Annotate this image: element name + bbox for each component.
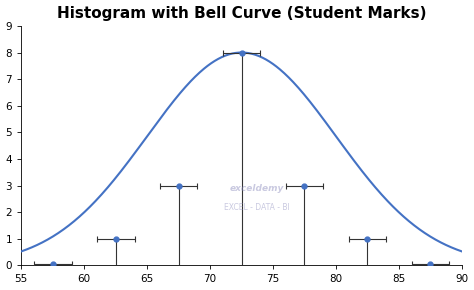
- Title: Histogram with Bell Curve (Student Marks): Histogram with Bell Curve (Student Marks…: [57, 6, 426, 21]
- Text: EXCEL - DATA - BI: EXCEL - DATA - BI: [224, 203, 290, 213]
- Text: exceldemy: exceldemy: [230, 184, 284, 193]
